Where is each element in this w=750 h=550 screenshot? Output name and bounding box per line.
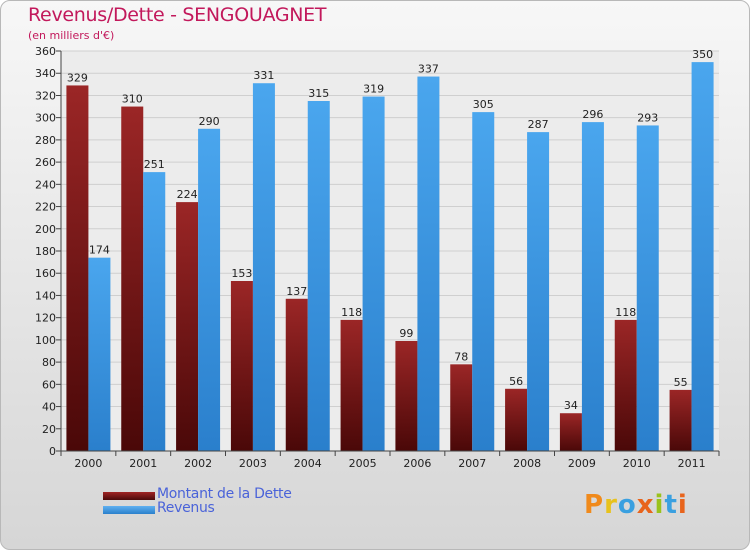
bar-dette <box>121 106 144 452</box>
x-tick-label: 2010 <box>623 457 651 470</box>
bar-revenus <box>143 172 166 451</box>
data-label-dette: 55 <box>674 376 688 389</box>
data-label-dette: 34 <box>564 399 578 412</box>
x-tick-label: 2001 <box>129 457 157 470</box>
x-tick-label: 2007 <box>458 457 486 470</box>
bar-revenus <box>636 125 659 451</box>
data-label-revenus: 174 <box>89 244 110 257</box>
data-label-dette: 310 <box>122 93 143 106</box>
bar-dette <box>285 298 308 451</box>
bar-revenus <box>417 76 440 452</box>
data-label-dette: 118 <box>341 306 362 319</box>
y-tick-label: 300 <box>35 112 56 125</box>
logo-letter: x <box>636 490 655 520</box>
bar-dette <box>66 85 89 451</box>
bar-revenus <box>88 257 111 451</box>
legend-swatch-revenus <box>103 506 155 514</box>
bar-dette <box>559 413 582 451</box>
y-tick-label: 200 <box>35 223 56 236</box>
y-tick-label: 140 <box>35 289 56 302</box>
data-label-revenus: 305 <box>473 98 494 111</box>
y-tick-label: 180 <box>35 245 56 258</box>
bar-dette <box>176 202 199 451</box>
logo-letter: t <box>664 490 678 520</box>
x-tick-label: 2009 <box>568 457 596 470</box>
x-tick-label: 2000 <box>74 457 102 470</box>
data-label-dette: 99 <box>399 327 413 340</box>
bar-dette <box>395 341 418 451</box>
y-tick-label: 240 <box>35 178 56 191</box>
y-tick-label: 20 <box>42 423 56 436</box>
bar-revenus <box>198 128 221 451</box>
y-tick-label: 340 <box>35 67 56 80</box>
data-label-dette: 78 <box>454 350 468 363</box>
y-tick-label: 40 <box>42 401 56 414</box>
legend-label-revenus: Revenus <box>157 500 215 516</box>
logo-letter: i <box>654 490 665 520</box>
data-label-revenus: 319 <box>363 83 384 96</box>
data-label-dette: 137 <box>286 285 307 298</box>
bar-revenus <box>691 62 714 451</box>
x-tick-label: 2002 <box>184 457 212 470</box>
data-label-dette: 153 <box>231 267 252 280</box>
logo-letter: r <box>604 490 618 520</box>
data-label-revenus: 287 <box>528 118 549 131</box>
data-label-revenus: 293 <box>637 111 658 124</box>
bar-dette <box>450 364 473 451</box>
bar-dette <box>505 388 528 451</box>
x-tick-label: 2008 <box>513 457 541 470</box>
logo-letter: o <box>617 490 637 520</box>
data-label-revenus: 251 <box>144 158 165 171</box>
y-tick-label: 0 <box>49 445 56 458</box>
data-label-dette: 118 <box>615 306 636 319</box>
data-label-revenus: 290 <box>199 115 220 128</box>
y-tick-label: 360 <box>35 45 56 58</box>
legend-label-dette: Montant de la Dette <box>157 486 292 502</box>
bar-revenus <box>527 132 550 451</box>
y-tick-label: 320 <box>35 89 56 102</box>
data-label-revenus: 315 <box>308 87 329 100</box>
bar-dette <box>230 281 253 451</box>
data-label-dette: 329 <box>67 71 88 84</box>
logo-letter: P <box>584 490 605 520</box>
legend-swatch-dette <box>103 492 155 500</box>
x-tick-label: 2005 <box>349 457 377 470</box>
y-tick-label: 160 <box>35 267 56 280</box>
x-tick-label: 2011 <box>678 457 706 470</box>
y-tick-label: 80 <box>42 356 56 369</box>
bar-revenus <box>252 83 275 451</box>
bar-revenus <box>581 122 604 451</box>
bar-revenus <box>307 101 330 451</box>
bar-dette <box>340 319 363 451</box>
data-label-dette: 224 <box>177 188 198 201</box>
x-tick-label: 2006 <box>403 457 431 470</box>
y-tick-label: 100 <box>35 334 56 347</box>
y-tick-label: 260 <box>35 156 56 169</box>
y-tick-label: 120 <box>35 312 56 325</box>
bar-dette <box>614 319 637 451</box>
x-tick-label: 2004 <box>294 457 322 470</box>
bar-dette <box>669 389 692 451</box>
bar-revenus <box>472 112 495 451</box>
data-label-revenus: 337 <box>418 63 439 76</box>
bar-revenus <box>362 96 385 452</box>
y-tick-label: 280 <box>35 134 56 147</box>
data-label-revenus: 296 <box>582 108 603 121</box>
y-tick-label: 220 <box>35 201 56 214</box>
data-label-revenus: 331 <box>253 69 274 82</box>
proxiti-logo: Proxiti <box>584 490 688 520</box>
chart-subtitle: (en milliers d'€) <box>28 29 115 42</box>
chart-title: Revenus/Dette - SENGOUAGNET <box>28 4 327 26</box>
logo-letter: i <box>677 490 688 520</box>
data-label-dette: 56 <box>509 375 523 388</box>
x-tick-label: 2003 <box>239 457 267 470</box>
y-tick-label: 60 <box>42 378 56 391</box>
data-label-revenus: 350 <box>692 48 713 61</box>
